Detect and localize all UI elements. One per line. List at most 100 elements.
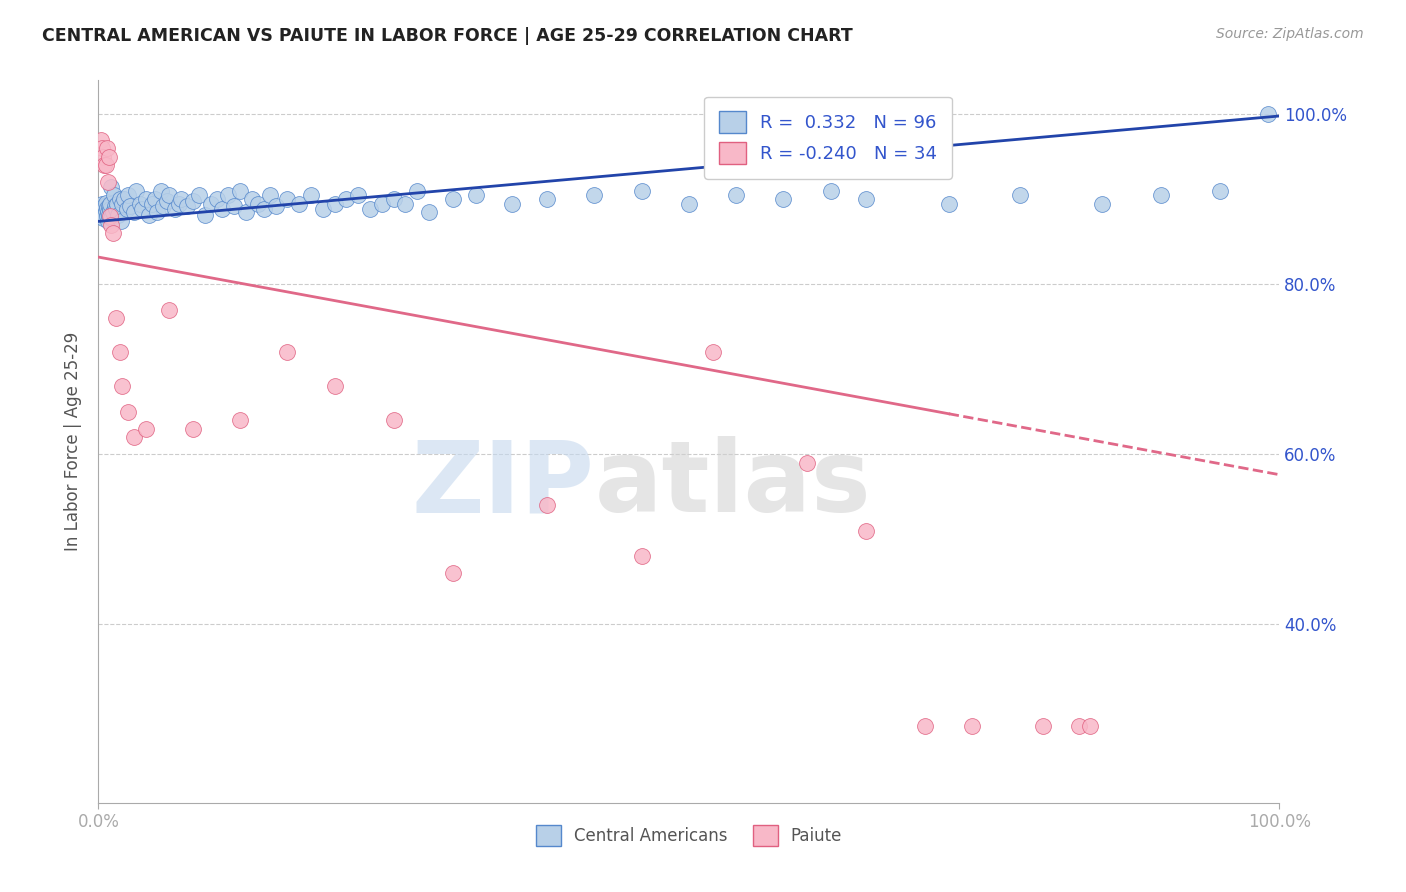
Point [110,213,132,227]
Point [264,199,287,213]
Point [1080,719,1102,733]
Point [91,211,114,225]
Point [441,192,464,206]
Point [855,524,877,538]
Point [93,158,115,172]
Point [583,188,606,202]
Point [101,227,124,241]
Point [246,196,269,211]
Point [152,199,174,213]
Point [122,205,145,219]
Point [105,311,128,326]
Point [347,188,370,202]
Point [111,379,134,393]
Point [359,202,381,217]
Point [200,196,222,211]
Y-axis label: In Labor Force | Age 25-29: In Labor Force | Age 25-29 [65,332,83,551]
Point [181,422,204,436]
Point [103,188,125,202]
Point [108,345,131,359]
Point [167,196,190,211]
Point [371,196,394,211]
Point [382,413,405,427]
Point [205,192,228,206]
Text: ZIP: ZIP [412,436,595,533]
Point [299,188,322,202]
Point [100,218,122,232]
Point [240,192,263,206]
Point [91,202,114,217]
Point [1067,719,1090,733]
Point [97,205,120,219]
Point [91,150,114,164]
Point [1257,107,1279,121]
Point [1209,184,1232,198]
Text: CENTRAL AMERICAN VS PAIUTE IN LABOR FORCE | AGE 25-29 CORRELATION CHART: CENTRAL AMERICAN VS PAIUTE IN LABOR FORC… [42,27,853,45]
Point [1032,719,1054,733]
Point [98,196,121,211]
Point [1008,188,1031,202]
Point [150,184,173,198]
Point [938,196,960,211]
Point [138,208,160,222]
Point [128,196,150,211]
Point [117,188,139,202]
Point [146,205,169,219]
Point [125,184,148,198]
Point [382,192,405,206]
Point [394,196,416,211]
Point [855,192,877,206]
Point [94,204,117,219]
Point [90,133,112,147]
Point [122,430,145,444]
Point [105,196,128,211]
Point [101,205,124,219]
Point [135,192,157,206]
Point [108,192,131,206]
Point [181,194,204,208]
Point [772,192,794,206]
Point [678,196,700,211]
Text: atlas: atlas [595,436,872,533]
Point [96,201,118,215]
Point [962,719,984,733]
Point [98,202,121,217]
Point [117,405,139,419]
Point [276,192,298,206]
Point [1091,196,1114,211]
Point [96,141,118,155]
Point [111,196,134,211]
Point [630,549,652,564]
Point [91,141,114,155]
Point [725,188,748,202]
Point [91,205,114,219]
Point [91,196,114,211]
Point [176,199,198,213]
Point [104,199,127,213]
Point [135,422,157,436]
Point [98,199,121,213]
Point [120,199,142,213]
Point [229,184,252,198]
Point [143,192,166,206]
Point [235,205,257,219]
Point [105,202,128,217]
Point [211,202,233,217]
Point [253,202,276,217]
Point [94,195,117,210]
Point [312,202,335,217]
Point [187,188,209,202]
Point [406,184,429,198]
Text: Source: ZipAtlas.com: Source: ZipAtlas.com [1216,27,1364,41]
Point [141,196,163,211]
Point [796,456,818,470]
Point [323,196,346,211]
Point [194,208,217,222]
Point [323,379,346,393]
Point [157,302,180,317]
Point [536,498,558,512]
Point [165,202,187,217]
Point [288,196,311,211]
Point [276,345,298,359]
Point [100,179,122,194]
